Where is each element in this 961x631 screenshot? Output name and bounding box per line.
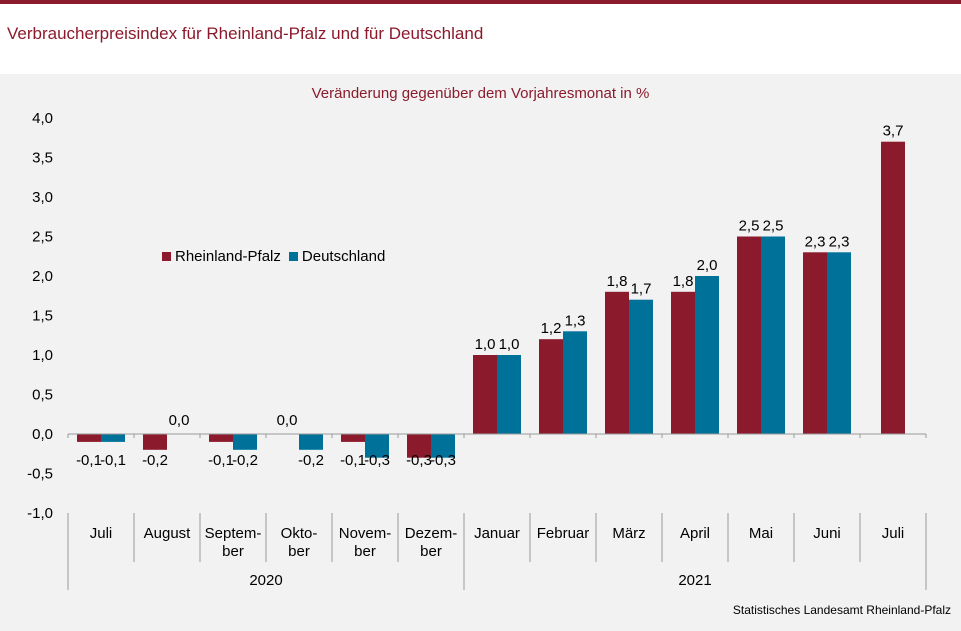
bar-deutschland [629,299,653,434]
x-tick-label: Januar [474,525,520,542]
data-label: 0,0 [277,412,298,429]
bar-deutschland [827,252,851,434]
data-label: 2,5 [739,218,760,235]
bar-deutschland [431,434,455,458]
bar-rheinland-pfalz [737,236,761,434]
bar-deutschland [761,236,785,434]
x-tick-label: März [612,525,645,542]
legend-label-deutschland: Deutschland [301,248,386,265]
x-tick-label: ber [354,543,376,560]
chart-title: Veränderung gegenüber dem Vorjahresmonat… [311,85,650,102]
x-tick-label: Septem- [205,525,262,542]
x-tick-label: Novem- [339,525,392,542]
data-label: 3,7 [883,123,904,140]
x-tick-label: Dezem- [405,525,458,542]
x-tick-label: August [144,525,192,542]
legend-item-deutschland: Deutschland [288,248,386,265]
bar-rheinland-pfalz [407,434,431,458]
bar-deutschland [299,434,323,450]
legend-swatch-rheinland-pfalz [162,252,171,261]
legend-label-rheinland-pfalz: Rheinland-Pfalz [175,248,281,265]
data-label: 1,8 [673,273,694,290]
data-label: -0,2 [298,452,324,469]
legend-item-rheinland-pfalz: Rheinland-Pfalz [162,248,281,265]
data-label: 1,0 [475,336,496,353]
data-label: 0,0 [169,412,190,429]
data-label: 2,3 [805,233,826,250]
data-label: 2,0 [697,257,718,274]
data-label: -0,2 [232,452,258,469]
data-label: -0,3 [364,452,390,469]
y-tick-label: 0,5 [32,387,53,404]
bar-rheinland-pfalz [341,434,365,442]
data-label: 2,3 [829,233,850,250]
y-tick-label: -1,0 [27,505,53,522]
y-tick-label: 0,0 [32,426,53,443]
chart-panel [0,74,961,631]
data-label: -0,2 [142,452,168,469]
x-tick-label: Juli [882,525,905,542]
y-tick-label: -0,5 [27,466,53,483]
data-label: 1,0 [499,336,520,353]
y-tick-label: 1,0 [32,347,53,364]
x-tick-label: ber [420,543,442,560]
y-tick-label: 2,0 [32,268,53,285]
x-tick-label: Okto- [281,525,318,542]
top-accent-bar [0,0,961,4]
data-label: -0,3 [406,452,432,469]
bar-rheinland-pfalz [671,291,695,434]
x-tick-label: ber [288,543,310,560]
data-label: -0,1 [76,452,102,469]
bar-deutschland [563,331,587,434]
legend-swatch-deutschland [288,252,298,261]
bar-deutschland [695,276,719,434]
x-tick-label: ber [222,543,244,560]
bar-deutschland [497,355,521,434]
bar-deutschland [233,434,257,450]
x-tick-label: Juli [90,525,113,542]
y-tick-label: 1,5 [32,308,53,325]
bar-rheinland-pfalz [605,291,629,434]
bar-rheinland-pfalz [473,355,497,434]
bar-rheinland-pfalz [77,434,101,442]
y-tick-label: 4,0 [32,110,53,127]
x-tick-label: Mai [749,525,773,542]
source-note: Statistisches Landesamt Rheinland-Pfalz [732,603,951,617]
x-tick-label: Juni [813,525,841,542]
bar-rheinland-pfalz [209,434,233,442]
data-label: 1,8 [607,273,628,290]
data-label: -0,1 [100,452,126,469]
chart-legend: Rheinland-Pfalz Deutschland [162,248,393,265]
data-label: 1,7 [631,281,652,298]
bar-rheinland-pfalz [539,339,563,434]
data-label: 1,2 [541,320,562,337]
x-tick-label: April [680,525,710,542]
data-label: 1,3 [565,312,586,329]
data-label: -0,3 [430,452,456,469]
page-title: Verbraucherpreisindex für Rheinland-Pfal… [7,24,484,43]
bar-rheinland-pfalz [143,434,167,450]
y-tick-label: 3,5 [32,150,53,167]
data-label: -0,1 [208,452,234,469]
year-label: 2020 [249,572,282,589]
data-label: -0,1 [340,452,366,469]
bar-rheinland-pfalz [803,252,827,434]
y-tick-label: 2,5 [32,229,53,246]
data-label: 2,5 [763,218,784,235]
bar-rheinland-pfalz [881,141,905,434]
year-label: 2021 [678,572,711,589]
x-tick-label: Februar [537,525,590,542]
bar-deutschland [101,434,125,442]
bar-deutschland [365,434,389,458]
y-tick-label: 3,0 [32,189,53,206]
